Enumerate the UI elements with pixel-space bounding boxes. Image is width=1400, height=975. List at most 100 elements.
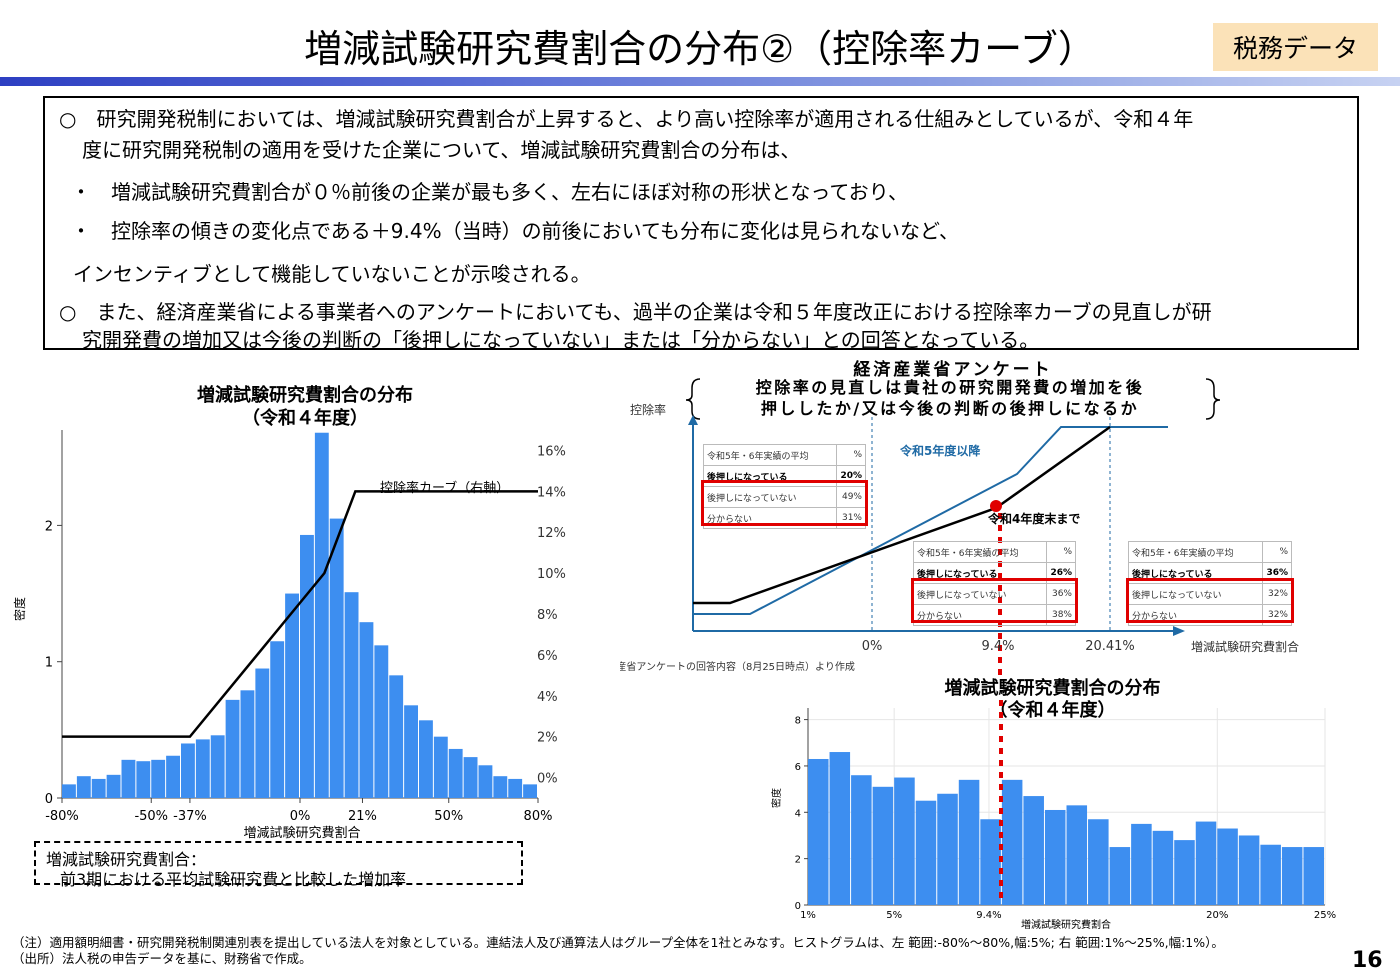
left-histogram-chart: 0 1 2 0% 2% 4% 6% 8% 10% 12% 14% 16% -80% -50% -37% 0… (12, 430, 566, 841)
histogram-bar (225, 699, 240, 798)
histogram-bar (829, 752, 851, 905)
histogram-bar (329, 518, 344, 798)
y-tick-label: 1 (45, 656, 53, 671)
histogram-bar (76, 776, 91, 798)
y-tick-label: 4 (795, 808, 801, 819)
histogram-bar (915, 800, 937, 905)
survey-source: 令和7年度経産省アンケートの回答内容（8月25日時点）より作成 (620, 660, 855, 673)
histogram-bar (359, 622, 374, 798)
left-brace (685, 378, 701, 420)
summary-box: ○ 研究開発税制においては、増減試験研究費割合が上昇すると、より高い控除率が適用… (43, 96, 1359, 352)
histogram-bar (285, 593, 299, 798)
x-tick-label: 5% (886, 910, 902, 921)
right-chart-subtitle: （令和４年度） (989, 700, 1116, 721)
histogram-bar (151, 759, 166, 798)
histogram-bar (508, 778, 523, 798)
y-tick-label: 2 (45, 519, 53, 534)
y-arrow-icon (688, 415, 698, 425)
x-tick-label: -80% (45, 809, 79, 824)
y2-tick-label: 16% (537, 444, 566, 459)
y2-tick-label: 4% (537, 690, 558, 705)
histogram-bar (448, 748, 463, 798)
survey-chart: 経済産業省アンケート 控除率の見直しは貴社の研究開発費の増加を後 押ししたか/又… (620, 359, 1299, 675)
histogram-bar (1152, 830, 1174, 905)
summary-line: 度に研究開発税制の適用を受けた企業について、増減試験研究費割合の分布は、 (82, 138, 801, 162)
summary-line: ○ 研究開発税制においては、増減試験研究費割合が上昇すると、より高い控除率が適用… (59, 107, 1194, 131)
histogram-bar (121, 759, 136, 798)
histogram-bar (1238, 835, 1260, 905)
right-brace (1205, 378, 1221, 420)
right-y-label: 密度 (770, 788, 783, 808)
y-tick-label: 2 (795, 855, 801, 866)
tick-20-41: 20.41% (1085, 639, 1135, 654)
left-y-label: 密度 (12, 597, 27, 621)
histogram-bar (808, 758, 829, 905)
y-tick-label: 0 (45, 792, 53, 807)
histogram-bar (937, 793, 958, 905)
histogram-bar (1001, 779, 1023, 905)
histogram-bar (181, 743, 195, 798)
highlight-box (1126, 578, 1294, 623)
histogram-bar (91, 778, 106, 798)
survey-title: 経済産業省アンケート (853, 359, 1052, 380)
histogram-bar (419, 720, 433, 798)
x-tick-label: 0% (290, 809, 311, 824)
definition-box: 増減試験研究費割合： 前3期における平均試験研究費と比較した増加率 (34, 841, 523, 889)
histogram-bar (314, 432, 329, 798)
right-histogram-chart: 0 2 4 6 8 1% 5% 9.4% 20% 25% 密度 増減試験研究費割合 (770, 700, 1336, 930)
histogram-bar (980, 819, 1001, 905)
y2-tick-label: 0% (537, 772, 558, 787)
y2-tick-label: 12% (537, 526, 566, 541)
histogram-bar (1217, 828, 1238, 905)
tick-0: 0% (862, 639, 883, 654)
table-header: 令和5年・6年実績の平均 (702, 444, 838, 466)
x-tick-label: -37% (173, 809, 207, 824)
histogram-bar (463, 757, 478, 798)
curve-new (693, 426, 1168, 615)
histogram-bar (344, 592, 359, 798)
footnote: （注）適用額明細書・研究開発税制関連別表を提出している法人を対象としている。連結… (12, 935, 1224, 950)
summary-bullet: ・ 控除率の傾きの変化点である＋9.4%（当時）の前後においても分布に変化は見ら… (71, 219, 960, 243)
page-title: 増減試験研究費割合の分布②（控除率カーブ） (304, 27, 1096, 71)
x-tick-label: 21% (348, 809, 377, 824)
x-tick-label: 9.4% (976, 910, 1001, 921)
histogram-bar (270, 641, 285, 798)
histogram-bar (523, 784, 537, 798)
histogram-bar (1131, 823, 1152, 905)
y-tick-label: 6 (795, 762, 801, 773)
histogram-bar (1260, 844, 1281, 905)
kink-point (990, 500, 1002, 512)
y-tick-label: 8 (795, 716, 801, 727)
right-x-label: 増減試験研究費割合 (1021, 918, 1111, 930)
highlight-box (701, 480, 868, 526)
curve-old (693, 425, 1111, 605)
x-tick-label: 50% (434, 809, 463, 824)
histogram-bar (851, 775, 872, 905)
tax-data-badge: 税務データ (1213, 23, 1378, 71)
histogram-bar (433, 736, 448, 798)
x-tick-label: 80% (524, 809, 553, 824)
histogram-bar (389, 675, 404, 798)
histogram-bar (493, 776, 508, 798)
histogram-bar (1195, 821, 1217, 905)
survey-subtitle: 押ししたか/又は今後の判断の後押しになるか (761, 399, 1139, 418)
header-divider (0, 77, 1400, 86)
highlight-box (911, 578, 1078, 623)
table-header: 令和5年・6年実績の平均 (912, 541, 1048, 563)
x-arrow-icon (1173, 626, 1185, 636)
table-unit: % (1262, 541, 1292, 563)
y2-tick-label: 8% (537, 608, 558, 623)
summary-line: 究開発費の増加又は今後の判断の「後押しになっていない」または「分からない」との回… (82, 328, 1040, 352)
summary-bullet: ・ 増減試験研究費割合が０％前後の企業が最も多く、左右にほぼ対称の形状となってお… (71, 180, 908, 204)
page-number: 16 (1352, 948, 1383, 973)
histogram-bar (1281, 847, 1303, 905)
histogram-bar (166, 755, 180, 798)
histogram-bar (894, 777, 915, 905)
histogram-bar (374, 645, 389, 798)
histogram-bar (478, 765, 493, 798)
y2-tick-label: 10% (537, 567, 566, 582)
curve-label: 控除率カーブ（右軸） (380, 480, 509, 496)
label-new: 令和5年度以降 (899, 443, 981, 458)
left-chart-subtitle: （令和４年度） (242, 408, 368, 429)
histogram-bar (300, 534, 314, 798)
